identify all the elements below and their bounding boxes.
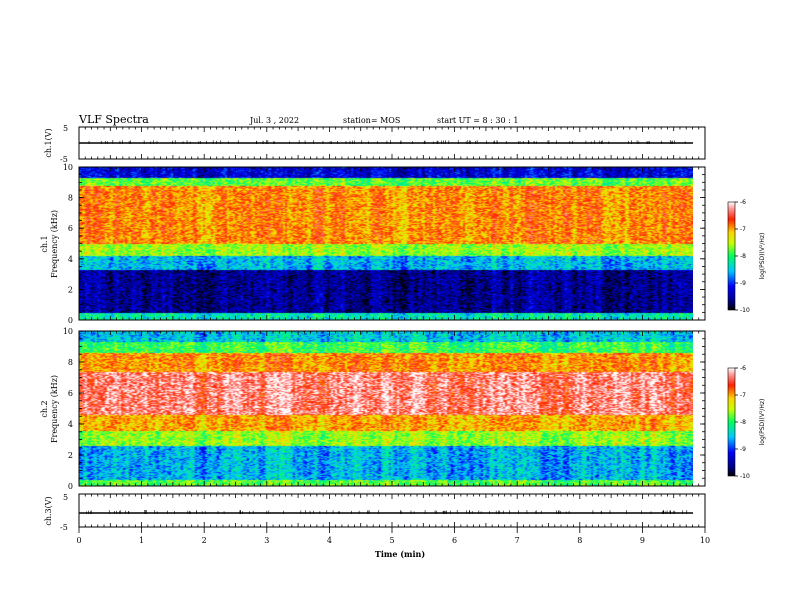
chart-title: VLF Spectra [78, 113, 149, 126]
x-tick-label: 0 [76, 536, 81, 545]
y-tick-label: 2 [68, 451, 73, 460]
x-tick-label: 3 [264, 536, 269, 545]
y-tick-label: 6 [68, 224, 73, 233]
y-tick-label: 10 [63, 327, 73, 336]
ch1-ytick-top: 5 [63, 124, 68, 133]
x-tick-label: 8 [577, 536, 582, 545]
ch1-colorbar-label: log(PSD)(V²/Hz) [759, 233, 766, 280]
colorbar-tick-label: -8 [740, 419, 746, 426]
x-tick-label: 1 [139, 536, 144, 545]
x-tick-label: 6 [452, 536, 457, 545]
start-time-label: start UT = 8 : 30 : 1 [437, 116, 518, 125]
ch1-colorbar: -6 -7 -8 -9 -10 log(PSD)(V²/Hz) [727, 199, 766, 314]
ch3-ytick-top: 5 [63, 493, 68, 502]
date-label: Jul. 3 , 2022 [249, 116, 299, 125]
ch2-spectrogram-panel: 0 2 4 6 8 10 ch.2 Frequency (kHz) [40, 327, 706, 491]
y-tick-label: 8 [68, 358, 73, 367]
ch2-colorbar-label: log(PSD)(V²/Hz) [759, 399, 766, 446]
ch2-spectrogram-ylabel-top: ch.2 [40, 400, 49, 417]
time-x-axis: 0 1 2 3 4 5 6 7 8 9 10 [76, 127, 710, 545]
y-tick-label: 10 [63, 163, 73, 172]
colorbar-tick-label: -7 [740, 226, 746, 233]
station-label: station= MOS [343, 116, 400, 125]
x-tick-label: 4 [327, 536, 332, 545]
x-tick-label: 2 [202, 536, 207, 545]
colorbar-tick-label: -9 [740, 446, 746, 453]
x-axis-label: Time (min) [375, 549, 425, 559]
y-tick-label: 0 [68, 316, 73, 325]
ch1-spectrogram-ylabel: Frequency (kHz) [50, 210, 59, 278]
y-tick-label: 4 [68, 255, 73, 264]
y-tick-label: 4 [68, 420, 73, 429]
y-tick-label: 0 [68, 482, 73, 491]
y-tick-label: 8 [68, 194, 73, 203]
x-tick-label: 10 [700, 536, 710, 545]
ch2-spectrogram-image [79, 331, 693, 486]
colorbar-tick-label: -6 [740, 365, 746, 372]
ch1-spectrogram-panel: 0 2 4 6 8 10 ch.1 Frequency (kHz) [40, 163, 706, 325]
ch1-spectrogram-image [79, 167, 693, 320]
ch1-voltage-ylabel: ch.1(V) [44, 128, 53, 157]
ch1-ytick-bottom: -5 [60, 155, 68, 164]
colorbar-tick-label: -8 [740, 253, 746, 260]
ch2-colorbar: -6 -7 -8 -9 -10 log(PSD)(V²/Hz) [727, 365, 766, 480]
x-tick-label: 7 [515, 536, 520, 545]
colorbar-tick-label: -10 [740, 307, 750, 314]
x-tick-label: 9 [640, 536, 645, 545]
ch2-spectrogram-ylabel: Frequency (kHz) [50, 375, 59, 443]
colorbar-tick-label: -10 [740, 473, 750, 480]
colorbar-tick-label: -9 [740, 280, 746, 287]
x-tick-label: 5 [389, 536, 394, 545]
y-tick-label: 6 [68, 389, 73, 398]
ch3-ytick-bottom: -5 [60, 523, 68, 532]
y-tick-label: 2 [68, 285, 73, 294]
colorbar-tick-label: -6 [740, 199, 746, 206]
ch1-spectrogram-ylabel-top: ch.1 [40, 235, 49, 252]
colorbar-tick-label: -7 [740, 392, 746, 399]
ch3-voltage-ylabel: ch.3(V) [44, 496, 53, 525]
